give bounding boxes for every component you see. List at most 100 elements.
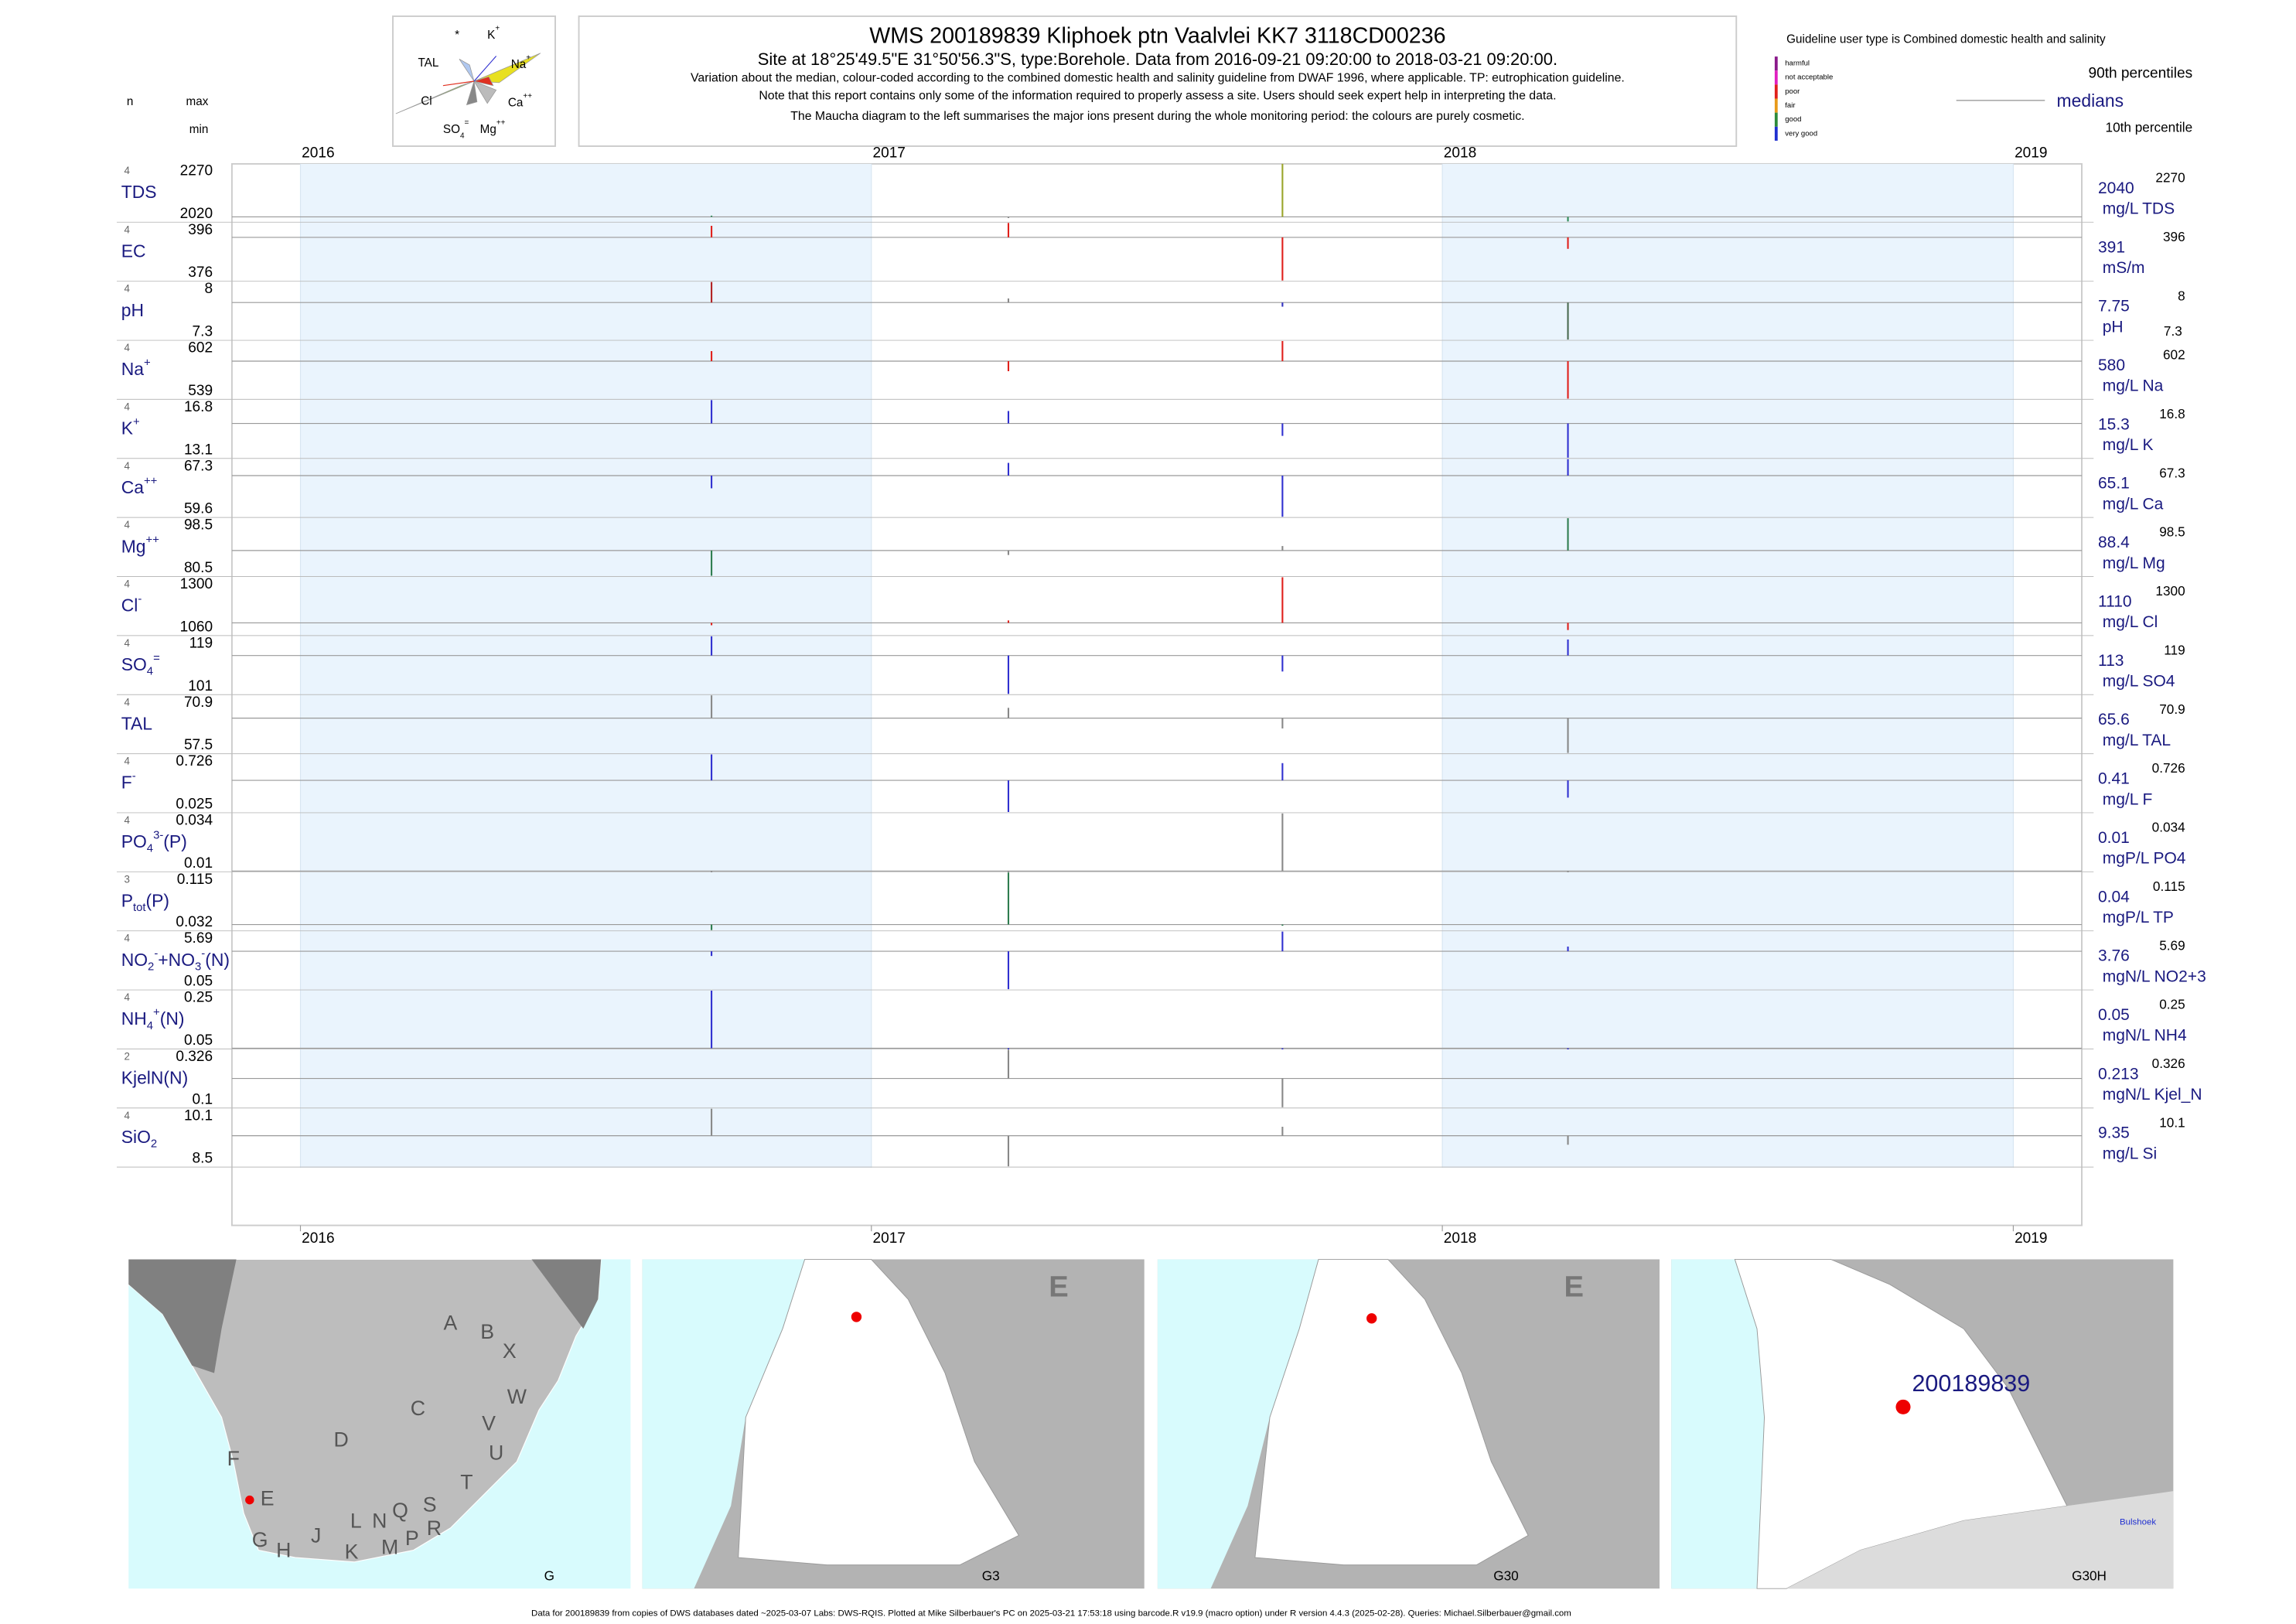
row-unit: mg/L F: [2103, 790, 2153, 808]
label: NO2-+NO3-(N): [121, 947, 230, 973]
row-unit: mg/L Ca: [2103, 495, 2164, 513]
row-p10: 7.3: [2164, 323, 2182, 339]
row-unit: mgP/L TP: [2103, 909, 2174, 926]
row-p90: 0.034: [2152, 820, 2185, 835]
map-sea: [1157, 1259, 1319, 1589]
label-part: +NO: [158, 950, 195, 970]
row-max: 0.326: [176, 1049, 213, 1065]
map-region-letter: R: [427, 1517, 442, 1540]
row-max: 70.9: [184, 694, 213, 711]
row-min: 2020: [180, 206, 213, 222]
legend-label: good: [1785, 115, 1801, 124]
map-site-label: 200189839: [1912, 1370, 2030, 1397]
label-part: 4: [147, 1020, 153, 1032]
row-p90: 2270: [2155, 170, 2185, 186]
row-max: 0.25: [184, 990, 213, 1006]
row-median: 88.4: [2098, 534, 2130, 551]
legend-p90: 90th percentiles: [2088, 66, 2192, 82]
label: TDS: [121, 182, 157, 202]
map-region-letter: K: [345, 1540, 359, 1563]
row-n: 4: [125, 1110, 131, 1121]
row-max: 2270: [180, 163, 213, 179]
legend-swatch: [1774, 56, 1778, 71]
maucha-ray: [442, 80, 475, 87]
row-n: 4: [125, 814, 131, 826]
map-area: [1786, 1491, 2174, 1589]
row-n: 4: [125, 756, 131, 767]
label-part: tot: [133, 902, 146, 914]
label: EC: [121, 241, 146, 261]
row-min: 7.3: [193, 324, 213, 340]
legend-median: medians: [2057, 90, 2124, 111]
label-part: K: [121, 418, 134, 438]
row-median: 9.35: [2098, 1124, 2130, 1142]
label-part: NO: [121, 950, 148, 970]
row-p90: 602: [2163, 347, 2185, 363]
row-min: 1060: [180, 619, 213, 635]
row-n: 4: [125, 165, 131, 176]
label: Cl: [421, 95, 432, 108]
map-site: [1895, 1399, 1911, 1414]
map-region-letter: Q: [392, 1499, 408, 1522]
label-part: -: [154, 947, 158, 960]
maucha-petal: [395, 80, 475, 114]
label-part: *: [455, 29, 459, 42]
row-unit: pH: [2103, 318, 2124, 336]
map-region-letter: X: [503, 1339, 517, 1363]
map-region-letter: G: [252, 1528, 268, 1551]
row-max: 1300: [180, 576, 213, 592]
map-g30: E G30: [1157, 1258, 1660, 1589]
label: F-: [121, 770, 136, 793]
x-tick-label: 2017: [872, 145, 905, 162]
map-region-letter: L: [350, 1509, 362, 1532]
row-median: 1110: [2098, 592, 2132, 610]
map-catchment: [1254, 1258, 1529, 1566]
map-sea: [642, 1259, 805, 1589]
label-part: PO: [121, 831, 147, 851]
row-unit: mgP/L PO4: [2103, 850, 2186, 868]
row-n: 4: [125, 342, 131, 353]
x-tick-label: 2016: [302, 145, 334, 162]
row-n: 4: [125, 578, 131, 590]
row-n: 4: [125, 991, 131, 1003]
row-p90: 0.726: [2152, 760, 2185, 776]
year-band: [1442, 163, 2014, 1169]
label: Cl-: [121, 593, 142, 616]
note: Variation about the median, colour-coded…: [691, 71, 1625, 84]
label-part: Mg: [480, 123, 496, 136]
note: The Maucha diagram to the left summarise…: [790, 110, 1524, 123]
row-min: 59.6: [184, 501, 213, 517]
row-p90: 10.1: [2159, 1114, 2185, 1130]
label-part: Cl: [421, 95, 432, 108]
row-n: 4: [125, 460, 131, 472]
row-max: 98.5: [184, 517, 213, 534]
label-part: 2: [151, 1138, 157, 1150]
map-regions: A BXW C VU D F T E Q S L N R J P G H K M: [227, 1312, 527, 1564]
row-max: 10.1: [184, 1107, 213, 1124]
map-land-dark: [531, 1259, 602, 1329]
row-n: 4: [125, 696, 131, 708]
column-label: min: [189, 123, 209, 136]
label: Ca++: [121, 475, 158, 497]
label-part: ++: [144, 475, 157, 487]
row-n: 4: [125, 283, 131, 295]
map-land: [128, 1258, 602, 1563]
map-caption: G: [544, 1568, 554, 1583]
row-max: 396: [188, 222, 213, 238]
label-part: ++: [146, 534, 159, 547]
row-p90: 8: [2178, 288, 2185, 303]
row-min: 8.5: [193, 1151, 213, 1167]
row-max: 0.034: [176, 813, 213, 829]
map-dam-label: Bulshoek: [2120, 1517, 2156, 1527]
row-median: 0.213: [2098, 1065, 2139, 1083]
map-region-letter: J: [311, 1523, 321, 1547]
row-p90: 16.8: [2159, 406, 2185, 421]
row-unit: mg/L Na: [2103, 377, 2164, 395]
label-part: =: [464, 118, 469, 127]
label-part: -: [138, 593, 142, 606]
x-tick-label: 2017: [872, 1230, 905, 1247]
label-part: KjelN(N): [121, 1068, 188, 1088]
row-n: 2: [125, 1050, 130, 1062]
maucha-petal: [466, 80, 478, 106]
plot: 2016 2016 2017 2017 2018 2018 2019 2019 4 2270 202…: [116, 145, 2206, 1247]
